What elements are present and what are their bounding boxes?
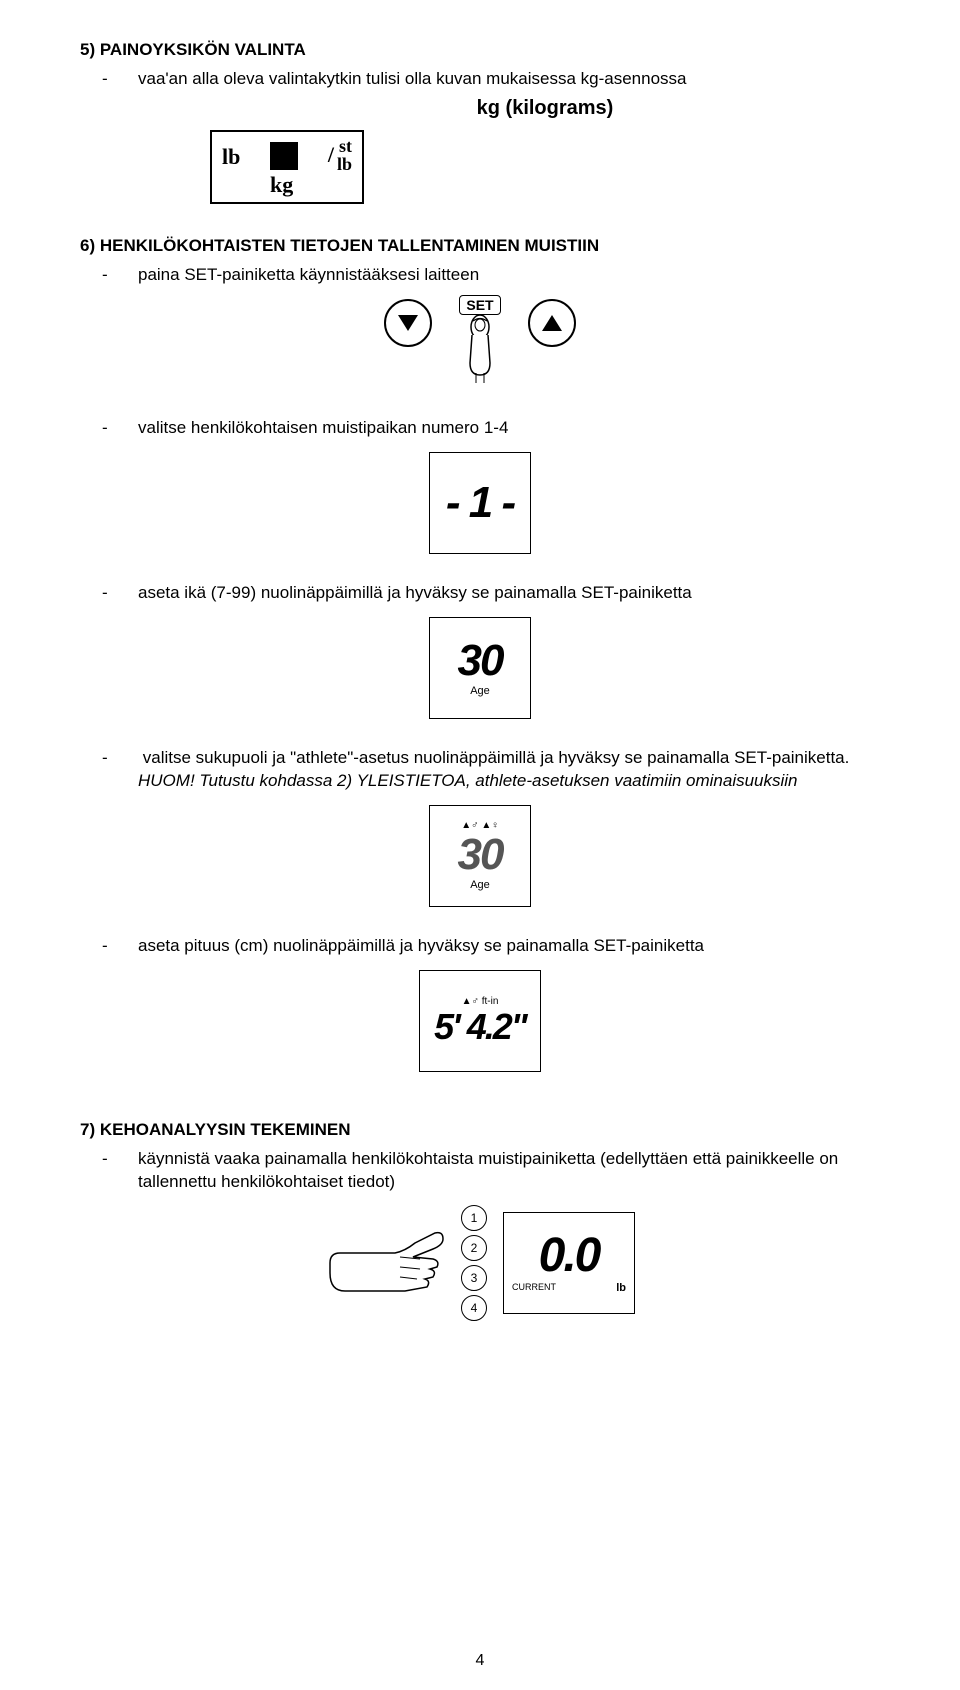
set-button-finger-icon: SET — [450, 299, 510, 389]
lcd-weight-value: 0.0 — [539, 1232, 600, 1280]
unit-selector-diagram: lb st / lb kg — [210, 130, 880, 204]
lcd-age-value: 30 — [458, 639, 503, 683]
finger-press-icon — [462, 315, 498, 385]
lcd-gender-value: 30 — [458, 833, 503, 877]
section-6-item-3: aseta ikä (7-99) nuolinäppäimillä ja hyv… — [120, 582, 880, 605]
weight-lcd: 0.0 CURRENT lb — [503, 1212, 635, 1314]
section-7-item-1: käynnistä vaaka painamalla henkilökohtai… — [120, 1148, 880, 1194]
unit-slash-icon: / — [328, 142, 334, 168]
section-6-item-4-text: valitse sukupuoli ja "athlete"-asetus nu… — [143, 748, 850, 767]
down-arrow-button-icon — [384, 299, 432, 347]
memory-button-4: 4 — [461, 1295, 487, 1321]
section-5-item-1: vaa'an alla oleva valintakytkin tulisi o… — [120, 68, 880, 91]
lcd-gender-sub: Age — [470, 879, 490, 891]
section-6-item-4-huom: HUOM! Tutustu kohdassa 2) YLEISTIETOA, a… — [138, 771, 798, 790]
section-6-item-2: valitse henkilökohtaisen muistipaikan nu… — [120, 417, 880, 440]
set-label: SET — [459, 295, 501, 315]
memory-press-diagram: 1 2 3 4 0.0 CURRENT lb — [80, 1205, 880, 1321]
section-6-item-4: valitse sukupuoli ja "athlete"-asetus nu… — [120, 747, 880, 793]
lcd-height-value: 5' 4.2" — [434, 1009, 526, 1045]
lcd-lb-label: lb — [616, 1282, 626, 1294]
unit-box: lb st / lb kg — [210, 130, 364, 204]
section-6-title: 6) HENKILÖKOHTAISTEN TIETOJEN TALLENTAMI… — [80, 236, 880, 256]
lcd-memory-value: - 1 - — [446, 481, 514, 525]
up-arrow-button-icon — [528, 299, 576, 347]
lcd-age-sub: Age — [470, 685, 490, 697]
age-lcd: 30 Age — [80, 617, 880, 719]
unit-lb-label: lb — [222, 144, 240, 170]
unit-selector-square — [270, 142, 298, 170]
section-6-item-1: paina SET-painiketta käynnistääksesi lai… — [120, 264, 880, 287]
page-number: 4 — [0, 1652, 960, 1670]
memory-button-3: 3 — [461, 1265, 487, 1291]
set-button-diagram: SET — [80, 299, 880, 389]
lcd-current-label: CURRENT — [512, 1282, 556, 1294]
section-7-title: 7) KEHOANALYYSIN TEKEMINEN — [80, 1120, 880, 1140]
gender-lcd: ▲♂ ▲♀ 30 Age — [80, 805, 880, 907]
kg-kilograms-label: kg (kilograms) — [210, 97, 880, 120]
memory-button-2: 2 — [461, 1235, 487, 1261]
memory-slot-lcd: - 1 - — [80, 452, 880, 554]
memory-button-column: 1 2 3 4 — [461, 1205, 487, 1321]
section-6-item-5: aseta pituus (cm) nuolinäppäimillä ja hy… — [120, 935, 880, 958]
section-5-title: 5) PAINOYKSIKÖN VALINTA — [80, 40, 880, 60]
memory-button-1: 1 — [461, 1205, 487, 1231]
unit-stlb-label: lb — [337, 154, 352, 175]
unit-kg-label: kg — [270, 172, 293, 198]
height-lcd: ▲♂ ft-in 5' 4.2" — [80, 970, 880, 1072]
document-page: 5) PAINOYKSIKÖN VALINTA vaa'an alla olev… — [0, 0, 960, 1690]
hand-pointing-icon — [325, 1213, 445, 1313]
